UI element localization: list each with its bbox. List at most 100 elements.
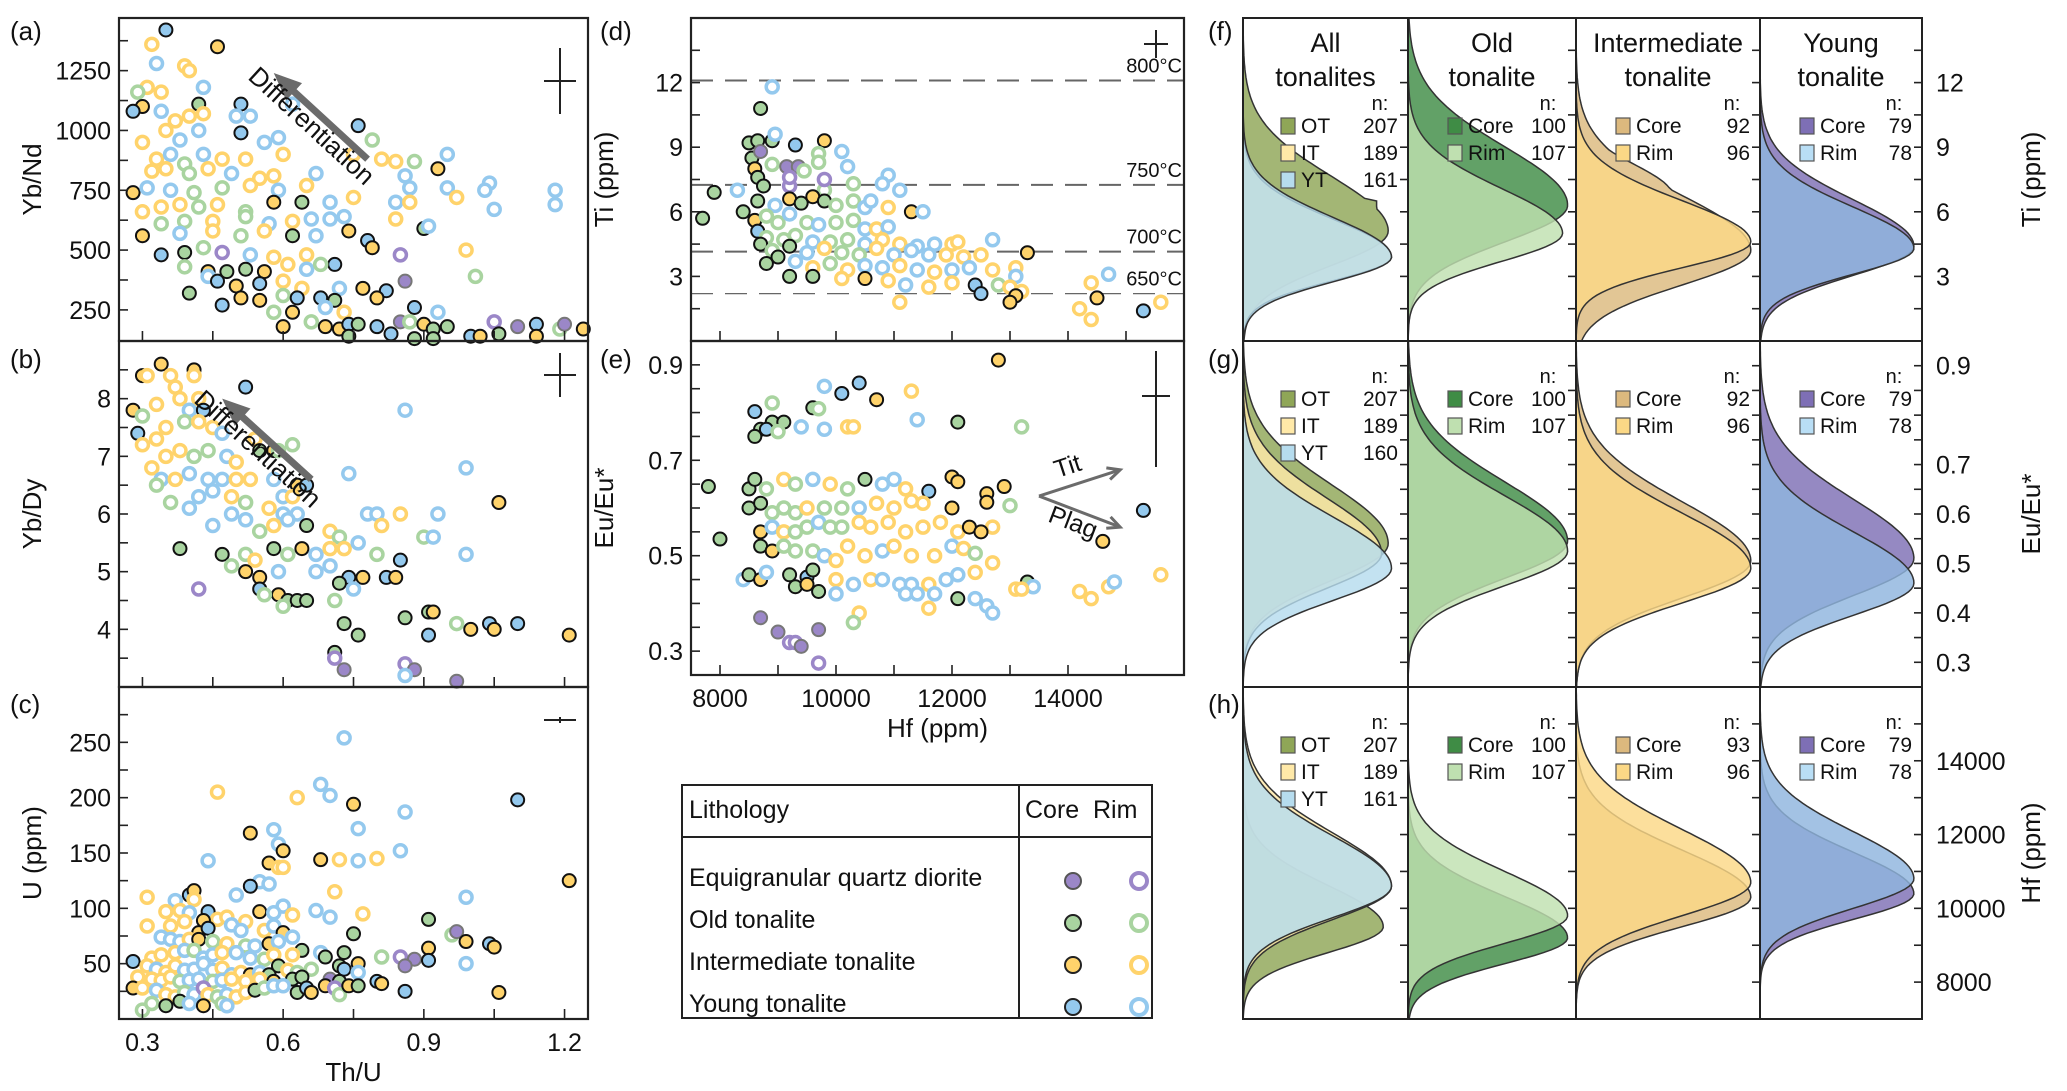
data-point-rim	[787, 227, 804, 244]
data-point-core	[350, 978, 366, 994]
legend-entry-name: Core	[1636, 115, 1682, 138]
legend-n-header: n:	[1540, 366, 1557, 388]
data-point-rim	[984, 262, 1001, 278]
data-point-rim	[190, 122, 207, 139]
data-point-rim	[228, 944, 244, 961]
data-point-rim	[228, 454, 244, 470]
data-point-rim	[162, 182, 179, 199]
data-point-rim	[162, 494, 179, 511]
legend-entry-name: Core	[1820, 388, 1866, 411]
data-point-core	[336, 662, 352, 678]
x-tick-label: 12000	[917, 685, 987, 713]
data-point-rim	[237, 208, 254, 225]
legend-entry-name: IT	[1301, 415, 1320, 438]
data-point-rim	[793, 419, 809, 435]
legend-column-divider	[1018, 786, 1020, 1017]
data-point-core	[158, 22, 174, 38]
data-point-rim	[280, 256, 296, 273]
y-tick-label: 6	[97, 501, 111, 529]
legend-swatch-icon	[1280, 171, 1296, 189]
data-point-rim	[298, 177, 315, 194]
data-point-rim	[144, 995, 160, 1012]
data-point-rim	[345, 581, 362, 597]
data-point-rim	[822, 476, 838, 492]
x-tick-label: 0.3	[125, 1029, 160, 1057]
density-panel-frame	[1759, 686, 1923, 1020]
data-point-rim	[909, 262, 925, 278]
data-point-rim	[458, 889, 474, 906]
data-point-rim	[834, 270, 850, 287]
data-point-rim	[223, 506, 240, 522]
density-row-g: n: OT 207 IT 189 YT 160 n: Core 100 Rim 107 n: Core 92…	[1208, 340, 2046, 688]
data-point-rim	[172, 225, 188, 242]
data-point-rim	[153, 947, 169, 963]
data-point-rim	[195, 105, 212, 122]
data-point-core	[753, 144, 769, 160]
data-point-rim	[181, 465, 198, 482]
core-marker-icon	[1064, 872, 1082, 890]
data-point-core	[219, 264, 235, 280]
y-tick-label: 750	[69, 177, 111, 205]
data-point-rim	[331, 851, 348, 868]
legend-swatch-icon	[1280, 390, 1296, 408]
data-point-rim	[176, 413, 193, 430]
data-point-rim	[950, 234, 966, 250]
data-point-rim	[242, 247, 259, 263]
legend-entry-count: 207	[1363, 388, 1398, 411]
data-point-core	[238, 379, 254, 395]
data-point-rim	[214, 425, 230, 442]
data-point-rim	[176, 213, 193, 230]
data-point-rim	[950, 567, 966, 583]
data-point-rim	[195, 146, 212, 163]
data-point-core	[350, 118, 366, 134]
data-point-core	[341, 223, 357, 239]
data-point-core	[285, 304, 301, 320]
legend-n-header: n:	[1886, 712, 1903, 734]
panel-label: (a)	[10, 16, 42, 46]
column-title: tonalite	[1797, 62, 1884, 92]
data-point-core	[331, 575, 347, 591]
y-tick-label: 0.3	[1936, 649, 1971, 677]
data-point-core	[421, 911, 437, 927]
data-point-rim	[764, 395, 780, 411]
legend-n-header: n:	[1540, 93, 1557, 115]
legend-header-rim: Rim	[1093, 796, 1138, 824]
data-point-rim	[915, 204, 931, 220]
data-point-rim	[369, 546, 385, 563]
data-point-rim	[764, 156, 780, 173]
legend-swatch-icon	[1799, 144, 1815, 162]
data-point-rim	[181, 165, 198, 182]
data-point-core	[214, 546, 230, 562]
data-point-rim	[322, 558, 338, 574]
data-point-rim	[839, 232, 856, 248]
data-point-rim	[303, 961, 320, 977]
legend-row-young-tonalite: Young tonalite	[689, 990, 1149, 1030]
data-point-core	[950, 474, 966, 490]
data-point-rim	[256, 586, 273, 603]
data-point-core	[430, 161, 446, 177]
data-point-rim	[322, 540, 338, 557]
legend-swatch-icon	[1799, 763, 1815, 781]
y-axis-label: U (ppm)	[17, 806, 47, 900]
data-point-rim	[767, 126, 783, 143]
legend-entry-name: Core	[1820, 734, 1866, 757]
data-point-core	[242, 878, 258, 894]
legend-row-label: Old tonalite	[689, 906, 816, 934]
y-tick-label: 150	[69, 840, 111, 868]
legend-entry-name: OT	[1301, 388, 1330, 411]
data-point-core	[735, 204, 751, 220]
data-point-rim	[921, 600, 937, 616]
data-point-rim	[1013, 419, 1030, 435]
error-bar-icon	[1144, 30, 1168, 58]
legend-swatch-icon	[1615, 736, 1631, 754]
data-point-core	[233, 290, 249, 306]
data-point-core	[125, 103, 141, 119]
data-point-core	[472, 328, 488, 344]
data-point-core	[346, 926, 361, 942]
data-point-core	[869, 392, 885, 408]
data-point-rim	[851, 500, 867, 516]
data-point-core	[252, 276, 268, 292]
data-point-core	[950, 591, 966, 607]
